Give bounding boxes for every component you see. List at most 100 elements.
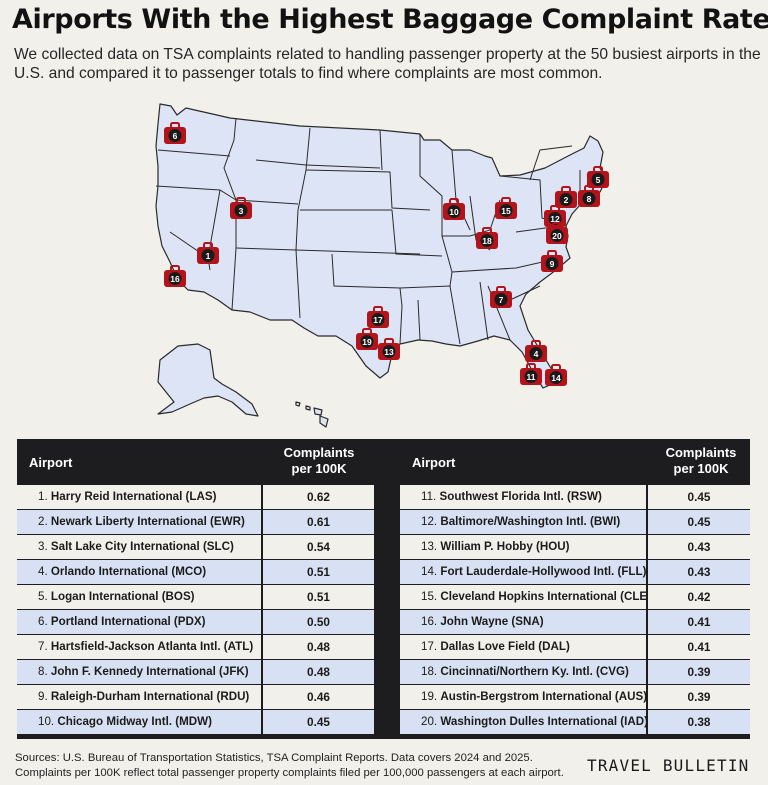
airport-name: Orlando International (MCO) xyxy=(50,565,207,578)
airport-rank: 11. xyxy=(421,490,437,503)
airport-rank: 16. xyxy=(421,615,438,628)
marker-label: 5 xyxy=(596,175,601,185)
table-row: 4. Orlando International (MCO) 0.51 xyxy=(17,559,374,584)
airport-name: Portland International (PDX) xyxy=(50,615,206,628)
airport-cell: 2. Newark Liberty International (EWR) xyxy=(17,510,262,534)
table-row: 18. Cincinnati/Northern Ky. Intl. (CVG) 0… xyxy=(400,659,750,684)
airport-name: Southwest Florida Intl. (RSW) xyxy=(439,490,602,503)
complaint-rate: 0.45 xyxy=(648,485,750,509)
complaint-rate: 0.48 xyxy=(263,635,374,659)
airport-cell: 10. Chicago Midway Intl. (MDW) xyxy=(17,710,262,734)
airport-marker-17: 17 xyxy=(367,306,389,328)
airport-rank: 19. xyxy=(421,690,438,703)
table-row: 14. Fort Lauderdale-Hollywood Intl. (FLL… xyxy=(400,559,750,584)
marker-badge xyxy=(545,257,559,270)
airport-marker-16: 16 xyxy=(164,265,186,287)
airport-cell: 18. Cincinnati/Northern Ky. Intl. (CVG) xyxy=(400,660,647,684)
marker-label: 18 xyxy=(482,236,492,246)
airport-rank: 8. xyxy=(38,665,48,678)
marker-label: 9 xyxy=(550,259,555,269)
airport-marker-12: 12 xyxy=(544,205,566,227)
table-row: 8. John F. Kennedy International (JFK) 0.… xyxy=(17,659,374,684)
airport-name: John Wayne (SNA) xyxy=(440,615,544,628)
airport-rank: 2. xyxy=(38,515,48,528)
table-row: 2. Newark Liberty International (EWR) 0.6… xyxy=(17,509,374,534)
airport-rank: 6. xyxy=(38,615,48,628)
table-row: 17. Dallas Love Field (DAL) 0.41 xyxy=(400,634,750,659)
table-row: 11. Southwest Florida Intl. (RSW) 0.45 xyxy=(400,484,750,509)
complaint-rate: 0.42 xyxy=(648,585,750,609)
table-row: 13. William P. Hobby (HOU) 0.43 xyxy=(400,534,750,559)
airport-name: Dallas Love Field (DAL) xyxy=(440,640,570,653)
airport-name: William P. Hobby (HOU) xyxy=(440,540,570,553)
airport-rank: 13. xyxy=(421,540,438,553)
airport-marker-9: 9 xyxy=(541,250,563,272)
airport-cell: 8. John F. Kennedy International (JFK) xyxy=(17,660,262,684)
column-header-rate: Complaints per 100K xyxy=(665,445,737,476)
state-borders xyxy=(155,117,581,345)
airports-table: Airport Complaints per 100K Airport Comp… xyxy=(17,439,750,739)
marker-badge xyxy=(529,347,543,360)
airport-rank: 1. xyxy=(38,490,48,503)
airport-cell: 1. Harry Reid International (LAS) xyxy=(17,485,262,509)
complaint-rate: 0.43 xyxy=(648,560,750,584)
airport-name: Washington Dulles International (IAD) xyxy=(440,715,648,728)
airport-marker-13: 13 xyxy=(378,338,400,360)
airport-marker-2: 2 xyxy=(555,186,577,208)
page-subtitle: We collected data on TSA complaints rela… xyxy=(14,46,761,82)
table-row: 10. Chicago Midway Intl. (MDW) 0.45 xyxy=(17,709,374,734)
source-line-2: Complaints per 100K reflect total passen… xyxy=(15,767,564,779)
table-row: 5. Logan International (BOS) 0.51 xyxy=(17,584,374,609)
table-row: 6. Portland International (PDX) 0.50 xyxy=(17,609,374,634)
airport-rank: 15. xyxy=(421,590,438,603)
airport-cell: 12. Baltimore/Washington Intl. (BWI) xyxy=(400,510,647,534)
airport-cell: 6. Portland International (PDX) xyxy=(17,610,262,634)
table-row: 19. Austin-Bergstrom International (AUS)… xyxy=(400,684,750,709)
table-row: 20. Washington Dulles International (IAD… xyxy=(400,709,750,734)
table-row: 15. Cleveland Hopkins International (CLE… xyxy=(400,584,750,609)
marker-badge xyxy=(168,272,182,285)
airport-cell: 16. John Wayne (SNA) xyxy=(400,610,647,634)
airport-marker-14: 14 xyxy=(545,364,567,386)
hawaii-shape xyxy=(295,401,329,428)
airport-rank: 9. xyxy=(38,690,48,703)
airport-name: Chicago Midway Intl. (MDW) xyxy=(57,715,212,728)
column-header-rate: Complaints per 100K xyxy=(283,445,355,476)
marker-label: 7 xyxy=(499,295,504,305)
complaint-rate: 0.38 xyxy=(648,710,750,734)
airport-cell: 15. Cleveland Hopkins International (CLE… xyxy=(400,585,651,609)
marker-badge xyxy=(360,335,374,348)
airport-name: Hartsfield-Jackson Atlanta Intl. (ATL) xyxy=(50,640,254,653)
airport-cell: 17. Dallas Love Field (DAL) xyxy=(400,635,647,659)
airport-marker-8: 8 xyxy=(578,185,600,207)
airport-rank: 20. xyxy=(421,715,438,728)
marker-badge xyxy=(591,173,605,186)
airport-name: Cleveland Hopkins International (CLE) xyxy=(440,590,652,603)
marker-badge xyxy=(494,293,508,306)
marker-badge xyxy=(480,234,494,247)
airport-marker-3: 3 xyxy=(230,197,252,219)
table-row: 1. Harry Reid International (LAS) 0.62 xyxy=(17,484,374,509)
airport-cell: 7. Hartsfield-Jackson Atlanta Intl. (ATL… xyxy=(17,635,262,659)
complaint-rate: 0.50 xyxy=(263,610,374,634)
airport-name: Raleigh-Durham International (RDU) xyxy=(50,690,250,703)
complaint-rate: 0.39 xyxy=(648,660,750,684)
airport-rank: 4. xyxy=(38,565,48,578)
alaska-shape xyxy=(157,343,259,417)
airport-name: Fort Lauderdale-Hollywood Intl. (FLL) xyxy=(440,565,647,578)
airport-marker-5: 5 xyxy=(587,166,609,188)
marker-badge xyxy=(382,345,396,358)
airport-cell: 4. Orlando International (MCO) xyxy=(17,560,262,584)
airport-name: Austin-Bergstrom International (AUS) xyxy=(440,690,648,703)
airport-marker-18: 18 xyxy=(476,227,498,249)
airport-rank: 7. xyxy=(38,640,48,653)
marker-badge xyxy=(524,370,538,383)
marker-label: 13 xyxy=(384,347,394,357)
marker-badge xyxy=(550,229,564,242)
table-row: 3. Salt Lake City International (SLC) 0.5… xyxy=(17,534,374,559)
marker-badge xyxy=(499,204,513,217)
complaint-rate: 0.61 xyxy=(263,510,374,534)
airport-cell: 3. Salt Lake City International (SLC) xyxy=(17,535,262,559)
